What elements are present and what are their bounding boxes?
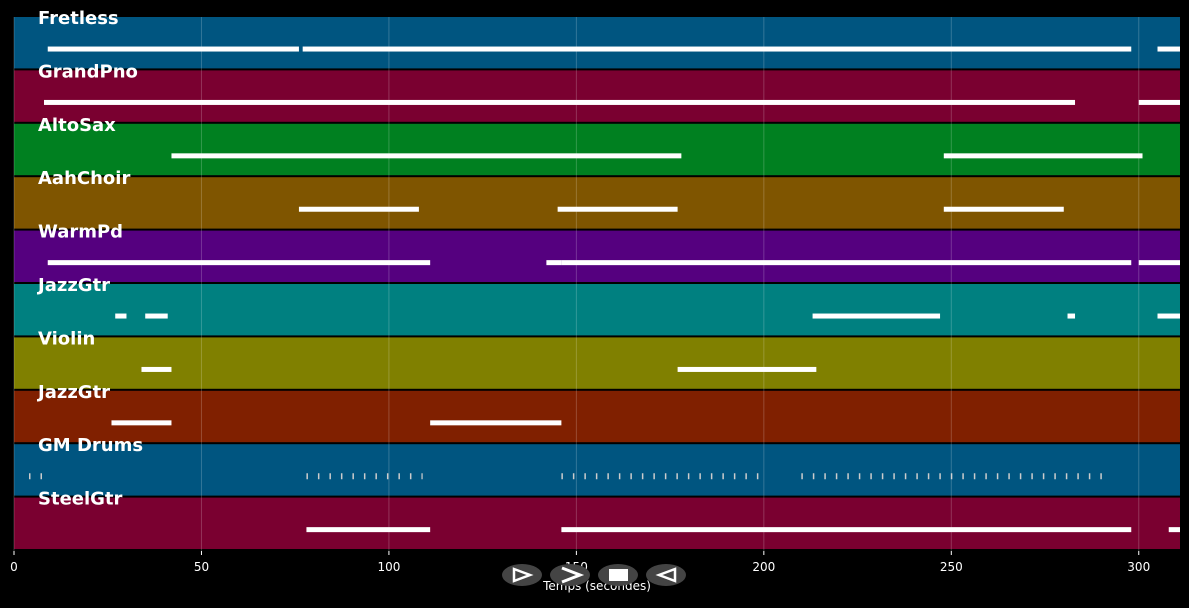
x-tick-label: 50 xyxy=(194,560,209,574)
track-band xyxy=(14,177,1180,229)
track-label: WarmPd xyxy=(38,222,123,243)
play-button[interactable] xyxy=(502,564,542,586)
track-label: AltoSax xyxy=(38,115,116,136)
x-tick-label: 300 xyxy=(1127,560,1150,574)
stop-button[interactable] xyxy=(598,564,638,586)
note xyxy=(1168,527,1180,533)
note xyxy=(546,260,562,266)
track-band xyxy=(14,284,1180,336)
note xyxy=(943,153,1143,159)
x-tick-label: 200 xyxy=(752,560,775,574)
track-band xyxy=(14,123,1180,176)
back-button[interactable] xyxy=(646,564,686,586)
track-band xyxy=(14,444,1180,496)
track-label: GrandPno xyxy=(38,61,138,82)
track-label: AahChoir xyxy=(38,168,130,189)
track-band xyxy=(14,70,1180,122)
track-label: Fretless xyxy=(38,8,119,29)
playback-controls xyxy=(502,564,686,586)
note xyxy=(677,366,817,372)
note xyxy=(561,260,1132,266)
note xyxy=(557,206,678,212)
x-tick-label: 0 xyxy=(10,560,18,574)
note xyxy=(943,206,1064,212)
note xyxy=(298,206,419,212)
note xyxy=(1067,313,1076,319)
note xyxy=(111,420,172,426)
track-band xyxy=(14,497,1180,549)
forward-button[interactable] xyxy=(550,564,590,586)
x-tick-label: 250 xyxy=(940,560,963,574)
track-band xyxy=(14,17,1180,69)
note xyxy=(141,366,172,372)
note xyxy=(302,46,1132,52)
note xyxy=(47,46,299,52)
note xyxy=(1138,260,1180,266)
track-label: GM Drums xyxy=(38,435,143,456)
track-band xyxy=(14,337,1180,389)
note xyxy=(430,420,562,426)
track-label: JazzGtr xyxy=(36,275,110,296)
track-label: SteelGtr xyxy=(38,489,123,510)
note xyxy=(812,313,941,319)
track-band xyxy=(14,230,1180,282)
track-band xyxy=(14,390,1180,443)
note xyxy=(561,527,1132,533)
note xyxy=(1157,46,1180,52)
note xyxy=(43,99,1076,105)
x-tick-label: 100 xyxy=(377,560,400,574)
track-label: Violin xyxy=(38,328,95,349)
note xyxy=(47,260,431,266)
note xyxy=(1138,99,1180,105)
note xyxy=(171,153,682,159)
note xyxy=(115,313,127,319)
track-label: JazzGtr xyxy=(36,382,110,403)
note xyxy=(145,313,168,319)
note xyxy=(1157,313,1180,319)
note xyxy=(306,527,431,533)
